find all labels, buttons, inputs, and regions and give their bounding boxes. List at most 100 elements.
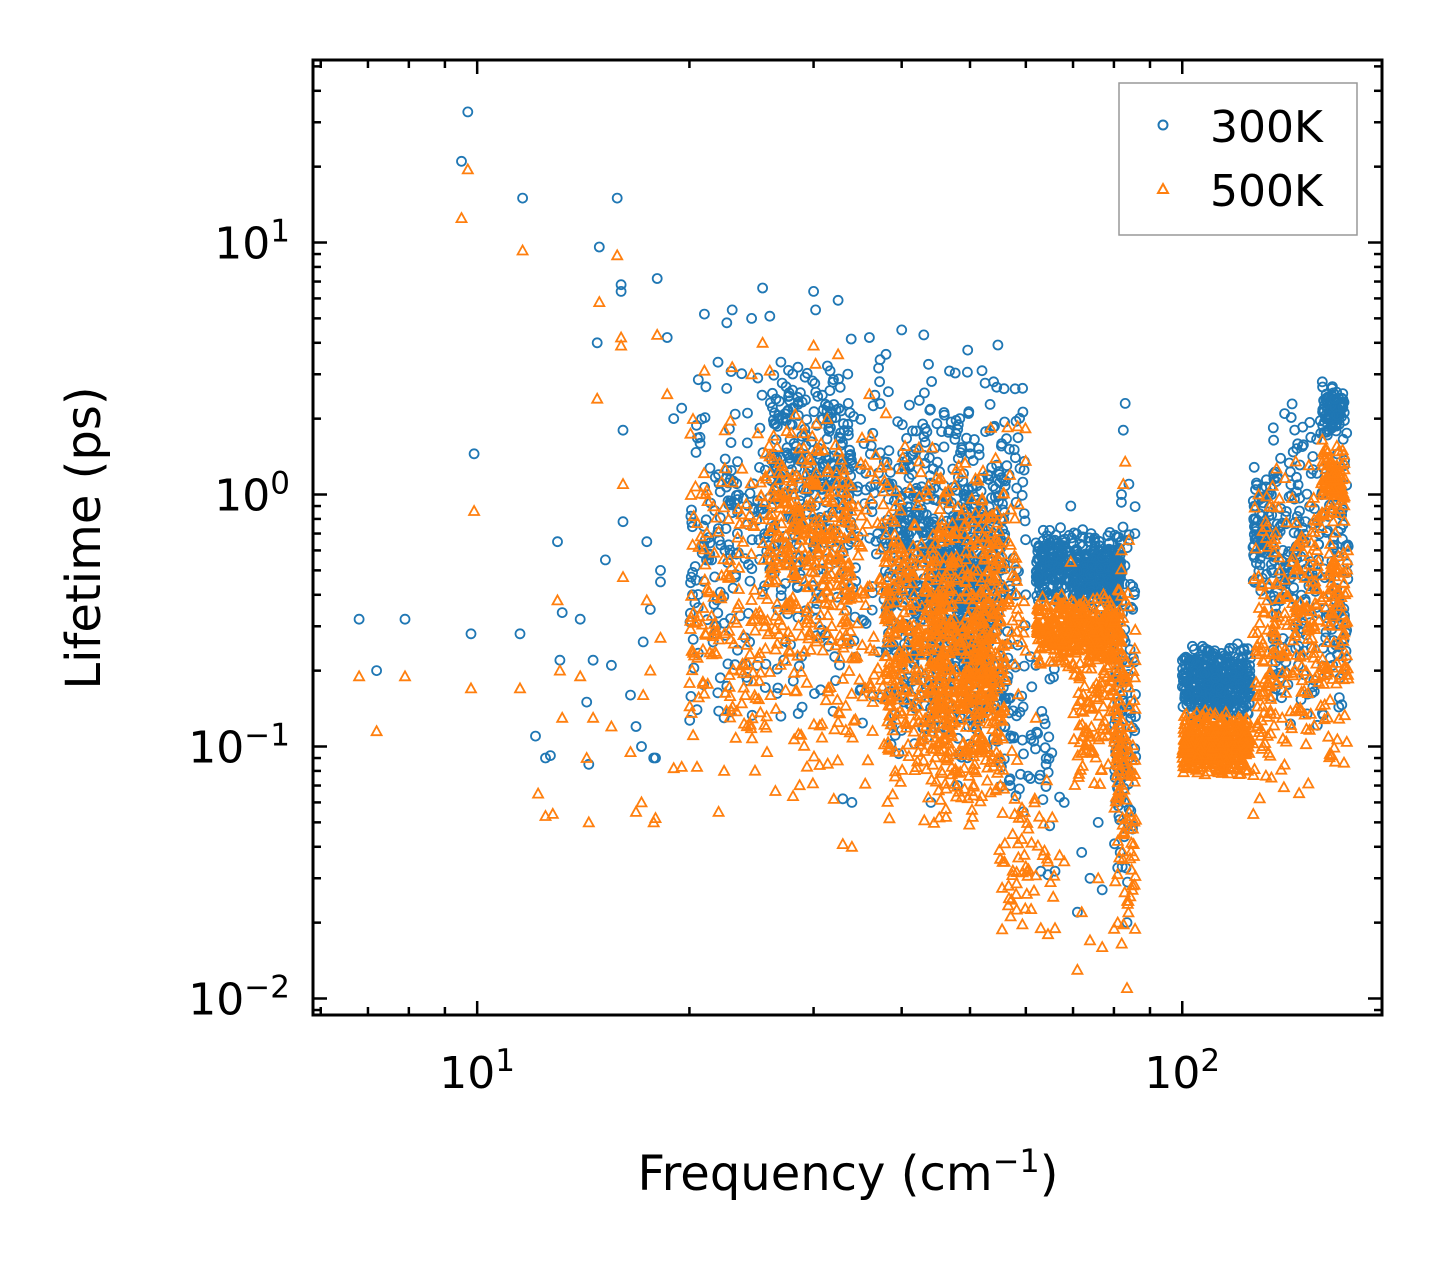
point-500K [821,756,835,769]
point-500K [697,363,711,376]
point-500K [748,763,762,776]
point-300K [655,576,666,588]
point-300K [868,487,880,499]
point-500K [640,593,654,606]
point-500K [831,753,845,766]
point-300K [938,407,950,418]
point-500K [643,663,657,676]
point-500K [553,663,567,676]
point-500K [732,582,746,594]
point-300K [923,358,934,370]
point-500K [1017,847,1031,860]
point-300K [952,419,964,431]
point-500K [675,760,689,772]
point-300K [775,590,787,601]
point-300K [958,488,970,500]
point-300K [399,613,411,625]
point-300K [964,448,976,460]
point-500K [1048,921,1062,934]
point-500K [629,805,643,817]
point-300K [938,441,950,453]
point-500K [1034,921,1048,934]
point-500K [815,730,829,743]
point-300K [554,654,566,666]
point-300K [1036,706,1048,717]
point-300K [846,797,858,808]
point-300K [991,459,1003,471]
point-300K [721,317,733,329]
point-300K [651,273,663,284]
point-300K [808,406,820,418]
point-500K [800,759,814,772]
point-300K [690,446,702,458]
point-300K [926,376,937,387]
point-300K [1017,382,1028,394]
point-300K [843,429,854,441]
point-500K [786,789,800,801]
point-300K [641,536,653,548]
point-300K [946,515,958,527]
point-500K [800,675,814,688]
point-300K [921,426,933,438]
point-300K [1065,500,1077,512]
point-300K [690,574,702,586]
point-300K [1010,790,1022,802]
point-500K [737,680,751,693]
point-500K [690,760,704,772]
point-300K [744,487,756,499]
point-500K [743,647,757,660]
point-500K [610,248,624,261]
point-500K [809,356,823,369]
point-300K [704,462,716,474]
point-300K [712,356,724,368]
point-300K [993,490,1004,502]
point-300K [1043,731,1055,743]
point-300K [787,368,799,380]
point-300K [1116,489,1127,500]
point-300K [462,106,474,118]
point-300K [903,472,915,484]
point-300K [625,689,636,701]
point-300K [644,604,656,615]
point-300K [709,571,721,583]
point-500K [895,763,909,775]
point-300K [867,427,879,439]
point-500K [876,497,890,510]
point-500K [1046,889,1060,902]
point-300K [869,389,881,401]
point-300K [699,308,710,320]
point-300K [617,424,629,436]
point-300K [714,672,726,684]
point-500K [756,335,770,348]
point-300K [867,498,878,510]
point-300K [783,387,795,399]
point-300K [353,613,365,625]
point-500K [917,813,931,826]
point-300K [729,408,741,420]
point-300K [775,356,787,368]
point-300K [744,575,756,587]
point-300K [834,659,845,671]
point-500K [957,761,971,773]
point-300K [810,304,821,316]
point-300K [779,408,791,420]
point-300K [1039,742,1051,754]
point-500K [1008,511,1022,524]
point-300K [1055,522,1066,534]
point-500K [886,787,900,800]
point-300K [371,665,383,676]
point-300K [907,425,918,437]
point-300K [896,324,908,336]
point-300K [842,368,854,380]
point-500K [546,807,560,819]
point-300K [741,437,753,449]
point-300K [820,398,831,410]
point-300K [874,376,885,388]
point-300K [736,368,748,380]
point-500K [995,922,1009,935]
point-500K [1001,420,1015,433]
point-500K [688,479,703,492]
point-500K [851,548,865,561]
point-500K [853,672,867,685]
point-300K [1058,797,1070,808]
